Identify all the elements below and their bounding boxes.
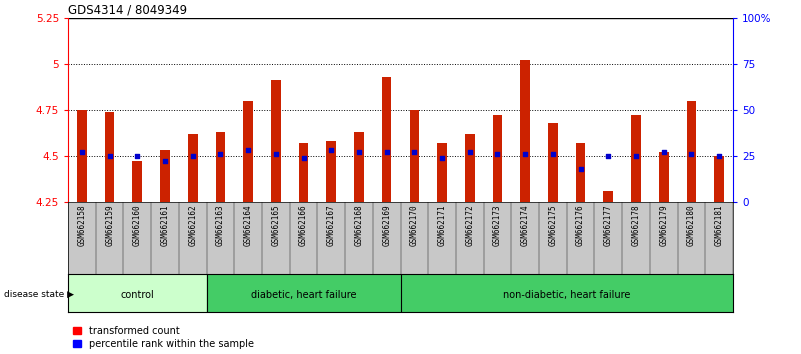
- Point: [325, 147, 338, 153]
- Point: [352, 149, 365, 155]
- Point: [491, 151, 504, 157]
- Text: GSM662173: GSM662173: [493, 205, 502, 246]
- Point: [574, 166, 587, 171]
- Bar: [465, 134, 475, 202]
- Bar: [68, 274, 207, 312]
- Text: GSM662171: GSM662171: [437, 205, 446, 246]
- Bar: [576, 143, 586, 202]
- Text: GSM662159: GSM662159: [105, 205, 114, 246]
- Point: [463, 149, 476, 155]
- Bar: [188, 134, 198, 202]
- Text: GSM662181: GSM662181: [714, 205, 723, 246]
- Point: [408, 149, 421, 155]
- Point: [75, 149, 88, 155]
- Text: GSM662177: GSM662177: [604, 205, 613, 246]
- Text: GSM662158: GSM662158: [78, 205, 87, 246]
- Bar: [603, 191, 613, 202]
- Text: GSM662170: GSM662170: [410, 205, 419, 246]
- Bar: [271, 80, 280, 202]
- Point: [269, 151, 282, 157]
- Text: GSM662172: GSM662172: [465, 205, 474, 246]
- Text: GDS4314 / 8049349: GDS4314 / 8049349: [68, 4, 187, 17]
- Bar: [354, 132, 364, 202]
- Bar: [658, 152, 669, 202]
- Bar: [132, 161, 143, 202]
- Point: [159, 159, 171, 164]
- Bar: [686, 101, 696, 202]
- Point: [436, 155, 449, 160]
- Bar: [77, 110, 87, 202]
- Point: [297, 155, 310, 160]
- Legend: transformed count, percentile rank within the sample: transformed count, percentile rank withi…: [73, 326, 253, 349]
- Point: [713, 153, 726, 159]
- Point: [546, 151, 559, 157]
- Text: GSM662165: GSM662165: [272, 205, 280, 246]
- Text: GSM662161: GSM662161: [160, 205, 170, 246]
- Text: disease state ▶: disease state ▶: [4, 290, 74, 299]
- Point: [630, 153, 642, 159]
- Bar: [299, 143, 308, 202]
- Text: GSM662178: GSM662178: [631, 205, 641, 246]
- Text: non-diabetic, heart failure: non-diabetic, heart failure: [503, 290, 630, 300]
- Bar: [160, 150, 170, 202]
- Point: [380, 149, 393, 155]
- Point: [602, 153, 614, 159]
- Bar: [631, 115, 641, 202]
- Bar: [493, 115, 502, 202]
- Text: GSM662167: GSM662167: [327, 205, 336, 246]
- Point: [658, 149, 670, 155]
- Text: GSM662163: GSM662163: [216, 205, 225, 246]
- Bar: [548, 122, 557, 202]
- Text: GSM662180: GSM662180: [687, 205, 696, 246]
- Text: GSM662179: GSM662179: [659, 205, 668, 246]
- Text: GSM662162: GSM662162: [188, 205, 197, 246]
- Point: [519, 151, 532, 157]
- Text: GSM662168: GSM662168: [355, 205, 364, 246]
- Bar: [244, 101, 253, 202]
- Text: GSM662160: GSM662160: [133, 205, 142, 246]
- Point: [103, 153, 116, 159]
- Text: diabetic, heart failure: diabetic, heart failure: [251, 290, 356, 300]
- Bar: [207, 274, 400, 312]
- Text: GSM662175: GSM662175: [549, 205, 557, 246]
- Text: GSM662169: GSM662169: [382, 205, 391, 246]
- Bar: [105, 112, 115, 202]
- Bar: [409, 110, 419, 202]
- Point: [187, 153, 199, 159]
- Bar: [215, 132, 225, 202]
- Point: [242, 147, 255, 153]
- Point: [214, 151, 227, 157]
- Bar: [382, 76, 392, 202]
- Text: control: control: [120, 290, 155, 300]
- Point: [131, 153, 143, 159]
- Bar: [714, 156, 724, 202]
- Text: GSM662166: GSM662166: [299, 205, 308, 246]
- Bar: [437, 143, 447, 202]
- Text: GSM662174: GSM662174: [521, 205, 529, 246]
- Point: [685, 151, 698, 157]
- Text: GSM662176: GSM662176: [576, 205, 585, 246]
- Bar: [400, 274, 733, 312]
- Bar: [521, 60, 530, 202]
- Text: GSM662164: GSM662164: [244, 205, 252, 246]
- Bar: [326, 141, 336, 202]
